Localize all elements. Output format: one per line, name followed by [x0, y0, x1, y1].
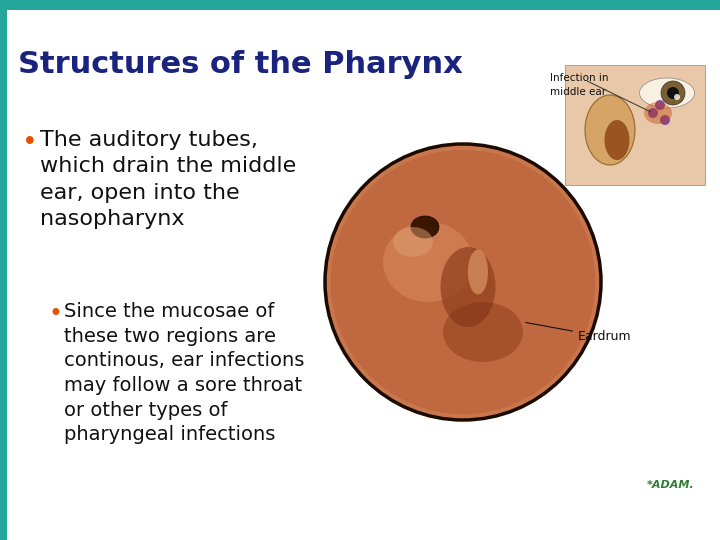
- Circle shape: [655, 100, 665, 110]
- Text: Eardrum: Eardrum: [526, 322, 631, 343]
- Text: •: •: [22, 130, 37, 156]
- Text: Structures of the Pharynx: Structures of the Pharynx: [18, 50, 463, 79]
- Text: middle ear: middle ear: [550, 87, 606, 97]
- FancyBboxPatch shape: [565, 65, 705, 185]
- Text: The auditory tubes,
which drain the middle
ear, open into the
nasopharynx: The auditory tubes, which drain the midd…: [40, 130, 296, 229]
- Ellipse shape: [443, 302, 523, 362]
- Circle shape: [331, 150, 595, 414]
- Circle shape: [648, 108, 658, 118]
- Circle shape: [661, 81, 685, 105]
- Text: Since the mucosae of
these two regions are
continous, ear infections
may follow : Since the mucosae of these two regions a…: [64, 302, 305, 444]
- Circle shape: [667, 87, 679, 99]
- Ellipse shape: [383, 222, 473, 302]
- Text: Infection in: Infection in: [550, 73, 608, 83]
- Circle shape: [660, 115, 670, 125]
- Ellipse shape: [468, 249, 488, 294]
- Bar: [0, 10, 7, 540]
- Ellipse shape: [393, 227, 433, 257]
- Ellipse shape: [411, 216, 439, 238]
- Text: •: •: [48, 302, 62, 326]
- Circle shape: [325, 144, 601, 420]
- Ellipse shape: [644, 102, 672, 124]
- Ellipse shape: [331, 150, 595, 414]
- Ellipse shape: [585, 95, 635, 165]
- Ellipse shape: [441, 247, 495, 327]
- Circle shape: [674, 94, 680, 100]
- Ellipse shape: [639, 78, 695, 108]
- Bar: [390, 50, 710, 440]
- Text: *ADAM.: *ADAM.: [647, 480, 695, 490]
- Ellipse shape: [605, 120, 629, 160]
- Bar: [0, 0, 720, 10]
